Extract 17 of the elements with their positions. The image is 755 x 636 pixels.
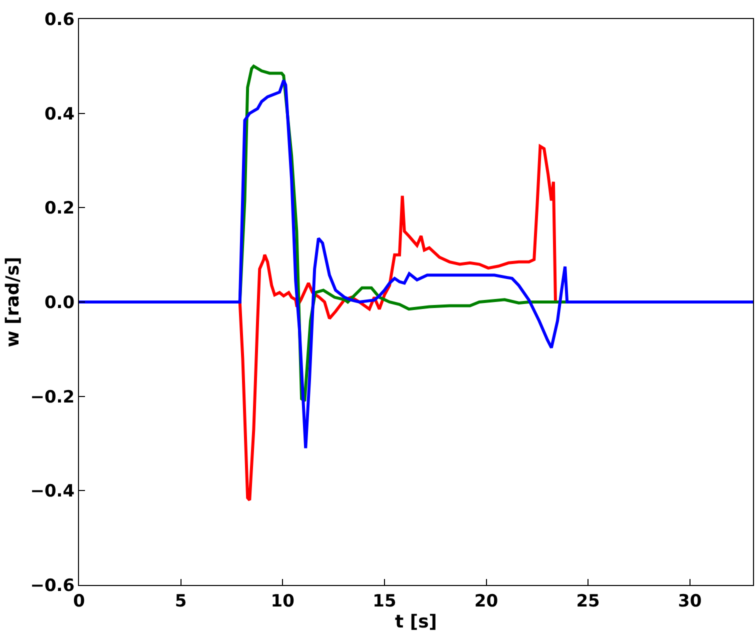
y-tick-label: 0.0 bbox=[44, 292, 75, 313]
x-tick-label: 10 bbox=[270, 591, 295, 612]
y-tick-label: 0.2 bbox=[44, 198, 75, 219]
x-axis-title: t [s] bbox=[394, 611, 438, 632]
x-tick-label: 20 bbox=[474, 591, 498, 612]
x-tick-label: 5 bbox=[174, 591, 187, 612]
y-tick-label: −0.2 bbox=[30, 387, 75, 408]
x-tick-label: 15 bbox=[372, 591, 396, 612]
y-tick-label: −0.4 bbox=[30, 482, 75, 502]
y-tick-label: 0.4 bbox=[44, 104, 75, 124]
line-series bbox=[79, 78, 753, 450]
y-tick-label: −0.6 bbox=[30, 576, 75, 596]
x-tick-label: 30 bbox=[678, 591, 702, 612]
y-axis-title: w [rad/s] bbox=[2, 256, 24, 348]
y-tick-label: 0.6 bbox=[44, 10, 75, 30]
x-tick-label: 0 bbox=[73, 591, 86, 612]
x-tick-label: 25 bbox=[576, 591, 600, 612]
